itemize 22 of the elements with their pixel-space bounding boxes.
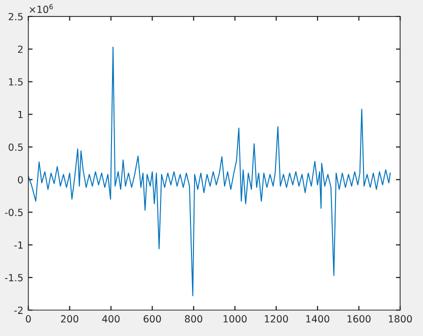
y-tick-label: -2 bbox=[14, 306, 23, 314]
x-tick-label: 1200 bbox=[264, 315, 288, 323]
x-tick-label: 0 bbox=[26, 315, 31, 323]
y-tick-label: 2 bbox=[18, 46, 23, 53]
y-tick-label: 0 bbox=[18, 176, 23, 184]
y-tick-label: 2.5 bbox=[8, 12, 23, 20]
y-tick-label: 1.5 bbox=[9, 78, 23, 86]
x-tick-label: 1400 bbox=[306, 315, 330, 323]
x-tick-label: 1000 bbox=[224, 315, 247, 323]
y-tick-label: 1 bbox=[18, 110, 23, 118]
x-tick-label: 1800 bbox=[388, 315, 412, 323]
y-tick-label: 0.5 bbox=[8, 143, 23, 151]
text: ×10$^{6}$ bbox=[30, 4, 53, 14]
x-tick-label: 200 bbox=[61, 315, 78, 323]
y-tick-label: -1 bbox=[14, 241, 23, 249]
line-series bbox=[28, 46, 391, 296]
x-tick-label: 400 bbox=[102, 315, 120, 323]
x-tick-label: 1600 bbox=[348, 315, 371, 323]
y-tick-label: -1.5 bbox=[4, 274, 23, 282]
x-tick-label: 800 bbox=[184, 315, 202, 323]
y-tick-label: -0.5 bbox=[4, 208, 23, 216]
x-tick-label: 600 bbox=[144, 315, 161, 323]
